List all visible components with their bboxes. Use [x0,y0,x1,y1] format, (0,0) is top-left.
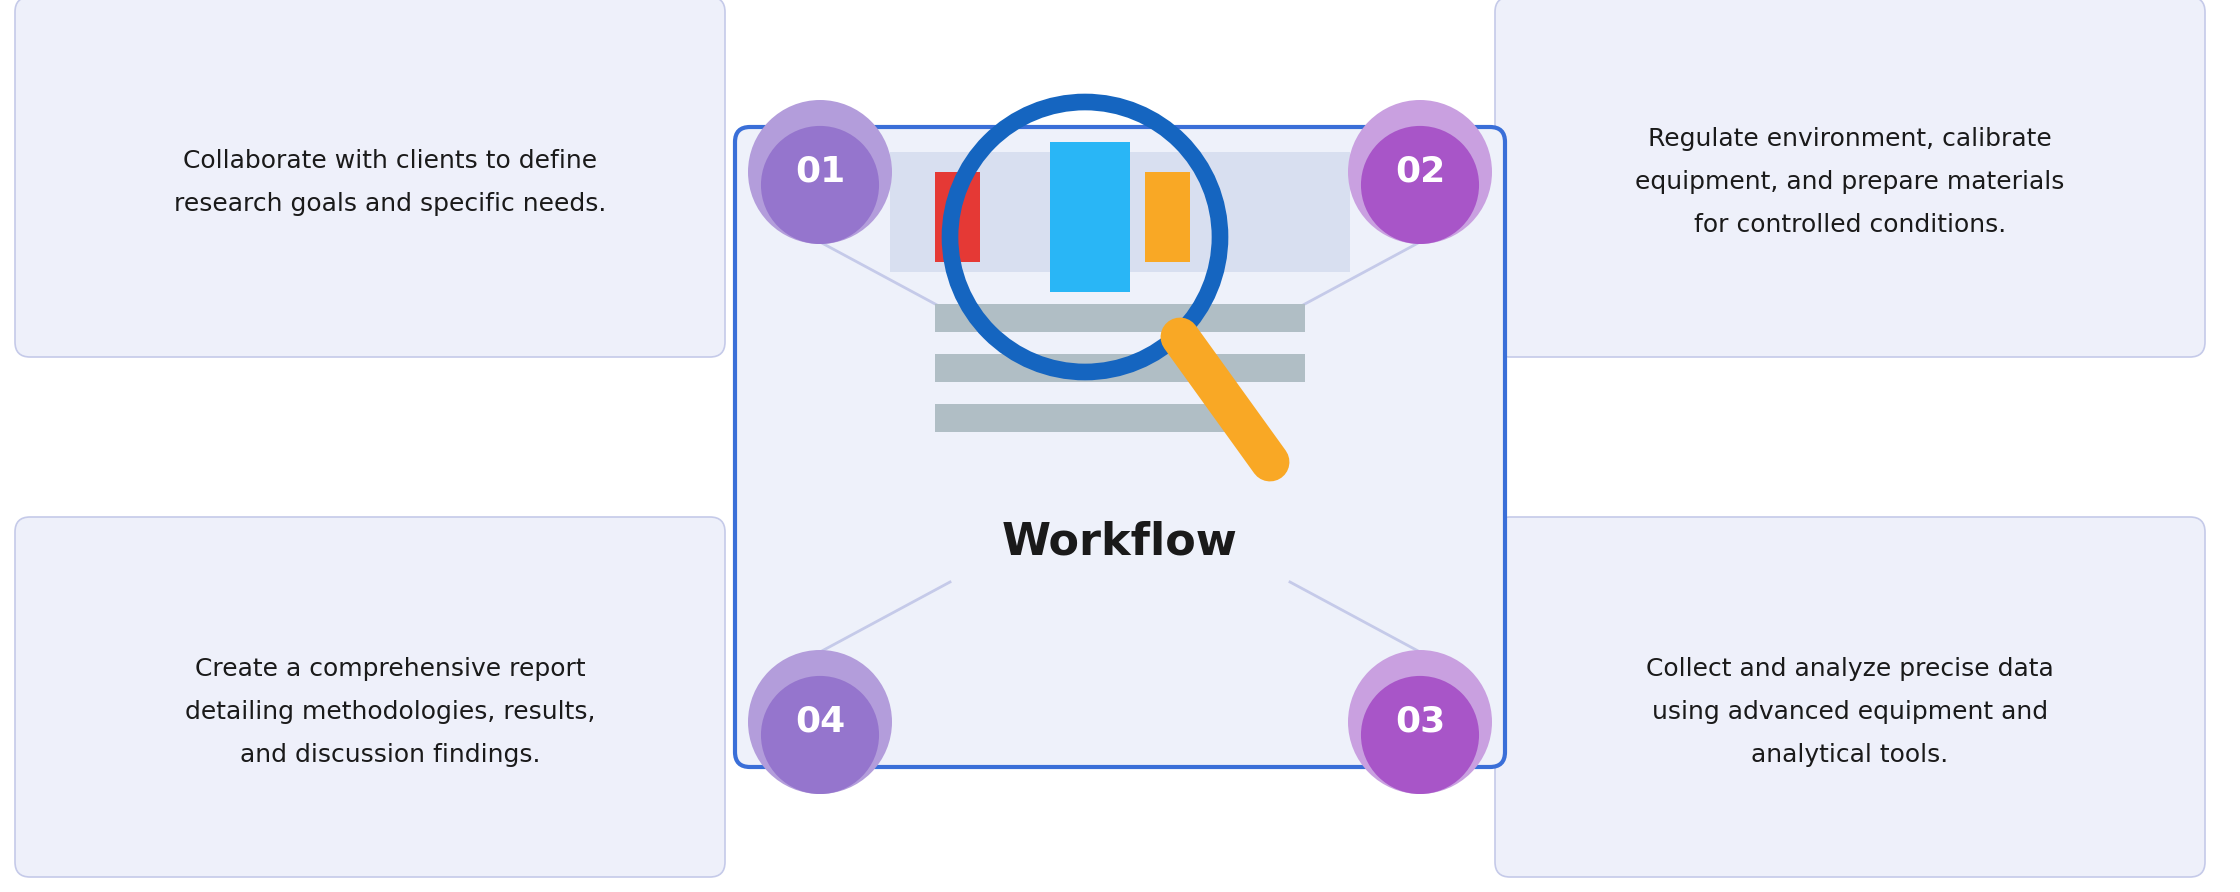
Text: 04: 04 [795,705,844,739]
FancyBboxPatch shape [934,172,981,262]
Text: 03: 03 [1396,705,1445,739]
FancyBboxPatch shape [934,304,1306,332]
Circle shape [762,676,878,794]
FancyBboxPatch shape [1051,142,1129,292]
Text: 01: 01 [795,155,844,189]
FancyBboxPatch shape [16,0,726,357]
FancyBboxPatch shape [934,354,1306,382]
Text: Workflow: Workflow [1001,521,1239,564]
Text: Regulate environment, calibrate
equipment, and prepare materials
for controlled : Regulate environment, calibrate equipmen… [1635,127,2065,237]
FancyBboxPatch shape [934,404,1245,432]
Text: Collaborate with clients to define
research goals and specific needs.: Collaborate with clients to define resea… [175,148,607,216]
FancyBboxPatch shape [1494,0,2204,357]
Circle shape [1348,650,1492,794]
Circle shape [1362,676,1478,794]
Circle shape [748,100,892,244]
FancyBboxPatch shape [1145,172,1189,262]
Circle shape [1362,126,1478,244]
FancyBboxPatch shape [1494,517,2204,877]
Text: Create a comprehensive report
detailing methodologies, results,
and discussion f: Create a comprehensive report detailing … [184,657,596,767]
Circle shape [748,650,892,794]
Circle shape [1348,100,1492,244]
Text: 02: 02 [1396,155,1445,189]
FancyBboxPatch shape [735,127,1505,767]
Circle shape [762,126,878,244]
FancyBboxPatch shape [16,517,726,877]
Text: Collect and analyze precise data
using advanced equipment and
analytical tools.: Collect and analyze precise data using a… [1646,657,2054,767]
FancyBboxPatch shape [889,152,1351,272]
